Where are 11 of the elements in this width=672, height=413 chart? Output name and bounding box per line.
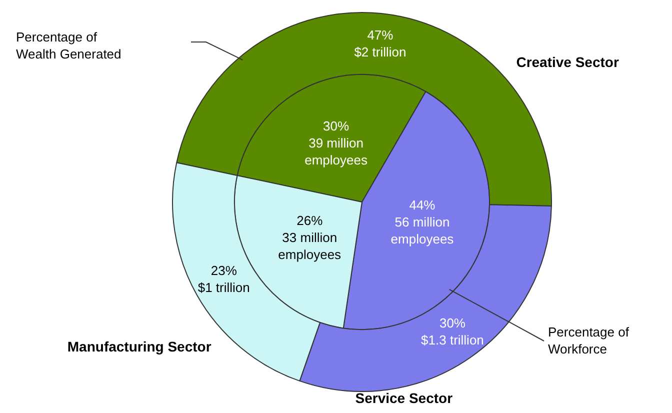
data-label: 44% 56 million employees bbox=[390, 198, 454, 247]
data-label: 47% $2 trillion bbox=[354, 28, 406, 60]
slice-label: Service Sector bbox=[355, 390, 454, 406]
data-label: 30% $1.3 trillion bbox=[421, 315, 484, 348]
slice-label: Percentage of Wealth Generated bbox=[16, 30, 122, 62]
data-label: 26% 33 million employees bbox=[278, 212, 342, 262]
slice-label: Percentage of Workforce bbox=[548, 324, 630, 357]
data-label: 23% $1 trillion bbox=[198, 262, 250, 295]
slice-label: Manufacturing Sector bbox=[67, 338, 212, 354]
data-label: 30% 39 million employees bbox=[304, 118, 368, 168]
slice-label: Creative Sector bbox=[516, 54, 620, 70]
